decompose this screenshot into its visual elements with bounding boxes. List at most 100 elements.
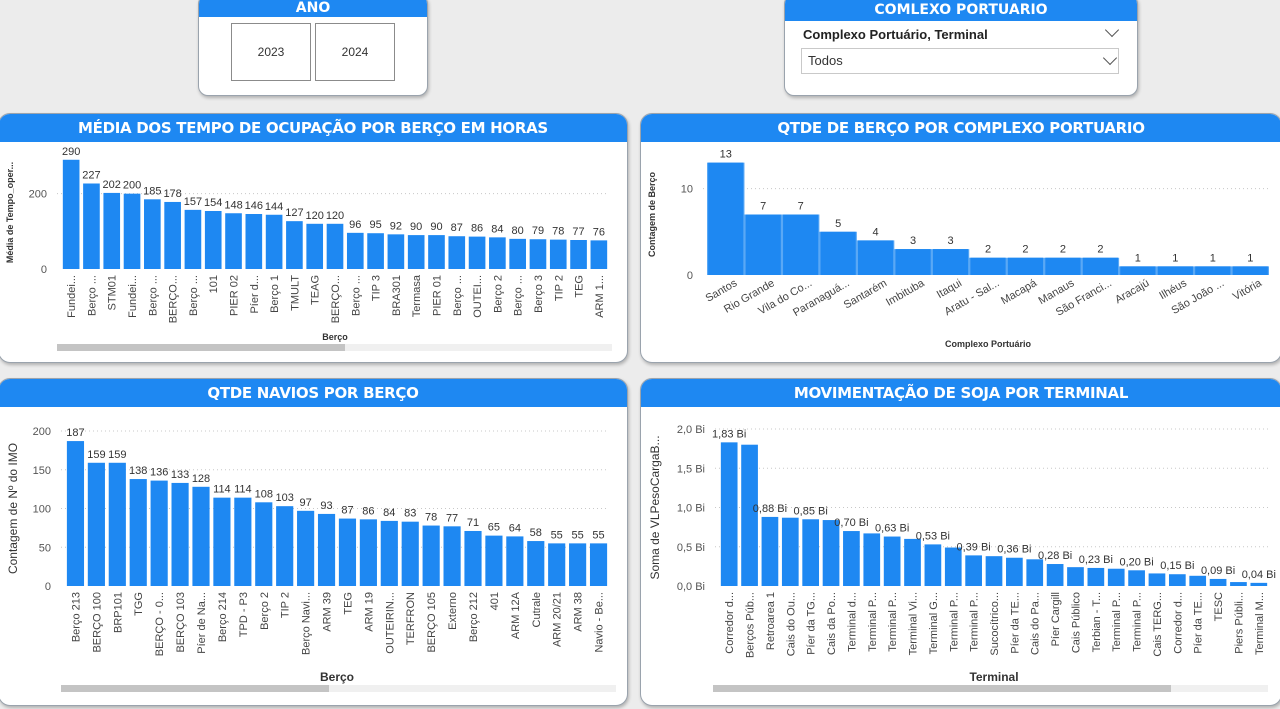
- data-label: 64: [509, 522, 521, 534]
- x-tick-label: 101: [208, 275, 220, 293]
- y-tick-label: 200: [29, 189, 47, 201]
- horizontal-scrollbar[interactable]: [713, 685, 1268, 692]
- x-tick-label: TIP 2: [553, 275, 565, 301]
- data-label: 13: [720, 149, 732, 161]
- x-tick-label: BERÇO 105: [426, 592, 438, 653]
- scrollbar-thumb[interactable]: [57, 344, 345, 351]
- bar: [359, 519, 377, 586]
- scrollbar-thumb[interactable]: [713, 685, 1171, 692]
- bar: [843, 531, 860, 586]
- bar: [489, 237, 506, 269]
- x-tick-label: TIP 2: [280, 592, 292, 618]
- data-label: 4: [873, 226, 879, 238]
- navios-por-berco-bar-chart: 0 50 100 150 200 Contagem de Nº do IMO Berço 18…: [6, 426, 609, 684]
- horizontal-scrollbar[interactable]: [57, 344, 612, 351]
- bar: [83, 183, 100, 269]
- data-label: 187: [66, 427, 84, 439]
- bar: [529, 239, 547, 269]
- x-tick-label: BRA301: [391, 275, 403, 316]
- data-label: 86: [362, 505, 374, 517]
- data-label: 55: [592, 529, 604, 541]
- x-tick-label: ARM 1...: [594, 275, 606, 318]
- data-label: 0,04 Bi: [1242, 569, 1276, 581]
- x-tick-label: TPD - P3: [238, 592, 250, 637]
- bar: [1045, 257, 1081, 275]
- y-tick-label: 1,0 Bi: [677, 503, 705, 515]
- chart-title: QTDE DE BERÇO POR COMPLEXO PORTUARIO: [641, 114, 1280, 142]
- x-tick-label: BERÇO...: [168, 275, 180, 323]
- data-label: 136: [150, 467, 168, 479]
- bar: [428, 235, 445, 269]
- data-label: 127: [285, 207, 303, 219]
- x-tick-label: Navio - Be...: [594, 592, 606, 653]
- x-tick-label: Berço 2: [492, 275, 504, 313]
- x-tick-label: Sucocítrico...: [989, 592, 1001, 656]
- year-2024-button[interactable]: 2024: [315, 23, 395, 81]
- x-tick-label: Externo: [447, 592, 459, 630]
- chart-title: QTDE NAVIOS POR BERÇO: [0, 379, 627, 407]
- scrollbar-thumb[interactable]: [61, 685, 329, 692]
- bar: [286, 221, 303, 269]
- year-2023-button[interactable]: 2023: [231, 23, 311, 81]
- bar: [123, 193, 141, 269]
- chart-card-navios-por-berco: QTDE NAVIOS POR BERÇO 0 50 100 150 200 Contag…: [0, 378, 628, 706]
- data-label: 78: [552, 226, 564, 238]
- x-axis-label: Complexo Portuário: [945, 339, 1032, 349]
- bar: [720, 442, 738, 586]
- x-tick-label: Terminal P...: [969, 592, 981, 652]
- y-tick-label: 150: [33, 465, 51, 477]
- bar: [204, 210, 222, 269]
- x-tick-label: Cais do Pa...: [1030, 592, 1042, 655]
- bar: [1087, 567, 1105, 586]
- bar: [590, 240, 608, 269]
- data-label: 2: [1060, 244, 1066, 256]
- x-tick-label: Berço 2: [259, 592, 271, 630]
- y-tick-label: 1,5 Bi: [677, 463, 705, 475]
- horizontal-scrollbar[interactable]: [61, 685, 616, 692]
- x-tick-label: Berço ...: [188, 275, 200, 316]
- bar: [1250, 582, 1268, 586]
- bar: [1148, 573, 1166, 586]
- data-label: 7: [798, 201, 804, 213]
- field-chevron-down-icon[interactable]: [1104, 22, 1120, 38]
- data-label: 133: [171, 469, 189, 481]
- data-label: 0,85 Bi: [794, 505, 828, 517]
- data-label: 80: [512, 225, 524, 237]
- bar: [708, 162, 744, 275]
- bar: [103, 192, 121, 269]
- x-tick-label: Píer da TG...: [806, 592, 818, 655]
- bar: [781, 517, 799, 586]
- bar: [741, 444, 758, 586]
- data-label: 0,15 Bi: [1160, 560, 1194, 572]
- x-tick-label: Berço 3: [533, 275, 545, 313]
- x-tick-label: Fundei...: [66, 275, 78, 318]
- data-label: 128: [192, 473, 210, 485]
- data-label: 0,20 Bi: [1119, 556, 1153, 568]
- data-label: 93: [320, 500, 332, 512]
- x-tick-label: Terminal G...: [928, 592, 940, 654]
- data-label: 114: [213, 484, 231, 496]
- bar: [895, 249, 931, 275]
- y-tick-label: 100: [33, 504, 51, 516]
- x-tick-label: Berço ...: [513, 275, 525, 316]
- complexo-dropdown[interactable]: Todos: [801, 48, 1119, 74]
- data-label: 5: [835, 218, 841, 230]
- data-label: 0,53 Bi: [916, 530, 950, 542]
- x-tick-label: ARM 19: [363, 592, 375, 632]
- x-tick-label: TIP 3: [371, 275, 383, 301]
- data-label: 83: [404, 508, 416, 520]
- data-label: 0,09 Bi: [1201, 565, 1235, 577]
- data-label: 55: [551, 529, 563, 541]
- data-label: 0,23 Bi: [1079, 554, 1113, 566]
- data-label: 138: [129, 465, 147, 477]
- soja-por-terminal-bar-chart: 0,0 Bi 0,5 Bi 1,0 Bi 1,5 Bi 2,0 Bi Soma de VL…: [648, 424, 1276, 684]
- data-label: 90: [430, 221, 442, 233]
- data-label: 185: [143, 185, 161, 197]
- bar: [1107, 568, 1125, 586]
- x-tick-label: Terminal Vi...: [908, 592, 920, 655]
- bar: [1232, 266, 1268, 275]
- bar: [380, 520, 398, 586]
- x-tick-label: OUTEI...: [472, 275, 484, 318]
- x-tick-label: Berço Navi...: [301, 592, 313, 655]
